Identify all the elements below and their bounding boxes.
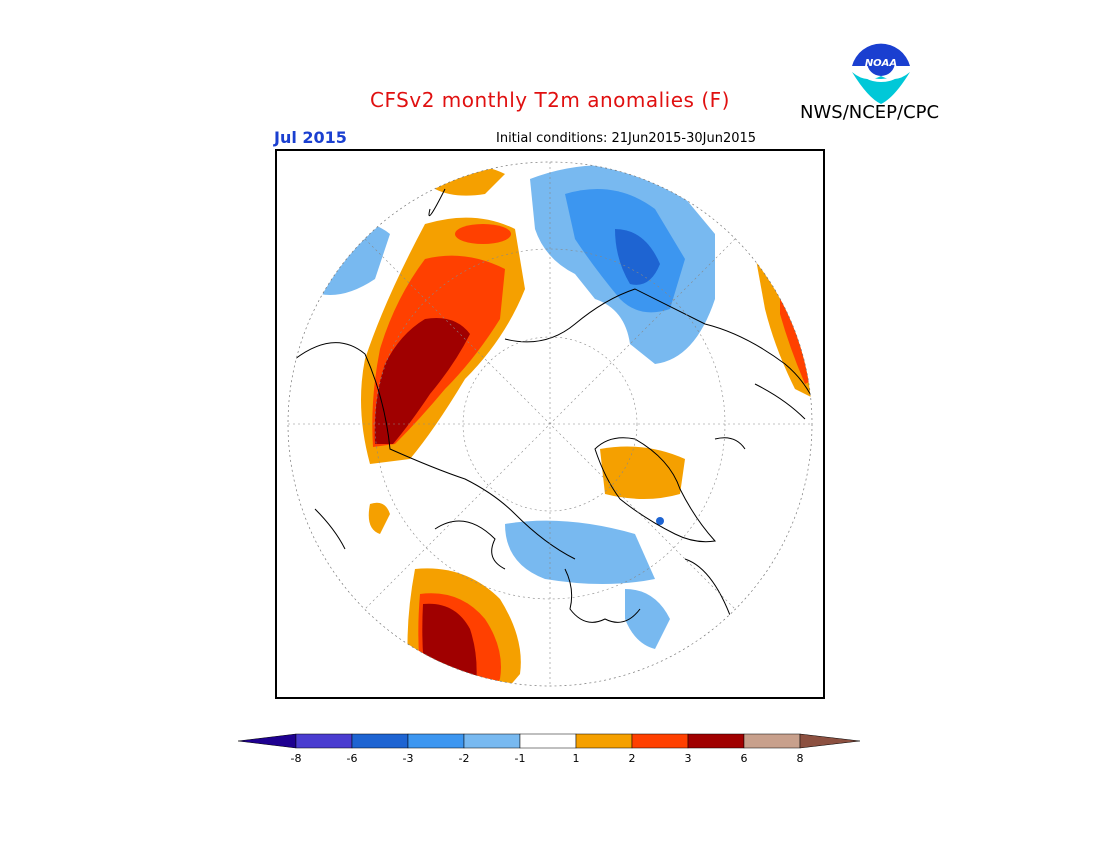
polar-map	[275, 149, 825, 699]
valid-month: Jul 2015	[274, 128, 347, 147]
initial-conditions: Initial conditions: 21Jun2015-30Jun2015	[496, 131, 757, 146]
legend-tick: -6	[347, 752, 358, 765]
agency-label: NWS/NCEP/CPC	[800, 102, 940, 123]
map-title: CFSv2 monthly T2m anomalies (F)	[370, 88, 730, 112]
legend-tick: -1	[515, 752, 526, 765]
legend-tick: -2	[459, 752, 470, 765]
warm-anomaly-siberia-extreme	[374, 318, 470, 444]
legend-tick: 8	[797, 752, 804, 765]
color-scale-legend: -8 -6 -3 -2 -1 1 2 3 6 8	[238, 733, 861, 765]
svg-text:NOAA: NOAA	[865, 58, 897, 69]
legend-tick: 6	[741, 752, 748, 765]
warm-anomaly-greenland	[600, 446, 685, 499]
noaa-logo: NOAA	[849, 43, 913, 107]
legend-tick: -8	[291, 752, 302, 765]
legend-tick: 3	[685, 752, 692, 765]
cool-anomaly-canada-arctic	[505, 520, 655, 584]
legend-tick: 2	[629, 752, 636, 765]
legend-tick: -3	[403, 752, 414, 765]
legend-tick: 1	[573, 752, 580, 765]
